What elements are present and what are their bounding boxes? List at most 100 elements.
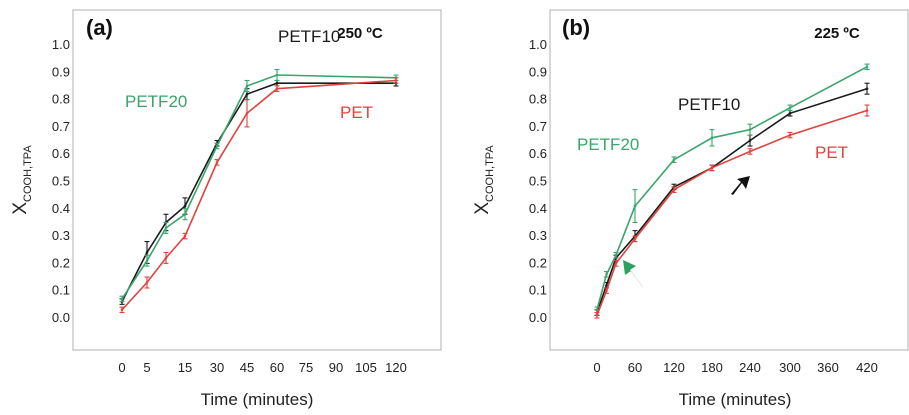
x-tick-label: 45 (240, 360, 254, 375)
y-tick-label: 0.9 (52, 64, 70, 79)
data-point (710, 136, 714, 140)
data-point (865, 109, 869, 112)
series-line (121, 79, 397, 311)
data-point (788, 133, 792, 137)
data-point (865, 65, 869, 69)
y-tick-label: 0.8 (52, 92, 70, 107)
data-point (120, 308, 124, 312)
data-point (788, 111, 792, 115)
y-axis-title: XCOOH,TPA (472, 145, 496, 215)
y-tick-label: 0.6 (52, 146, 70, 161)
data-point (164, 256, 168, 260)
y-axis-title-main: X (472, 202, 493, 215)
data-point (605, 289, 608, 293)
series-label-petf20: PETF20 (577, 135, 639, 154)
x-tick-label: 240 (739, 360, 761, 375)
plot-frame (72, 9, 442, 351)
data-point (710, 166, 714, 170)
y-tick-label: 0.1 (529, 283, 547, 298)
data-point (164, 226, 168, 230)
y-tick-label: 0.5 (529, 174, 547, 189)
series-petf10 (594, 82, 870, 316)
x-tick-label: 360 (817, 360, 839, 375)
series-line (596, 87, 868, 313)
data-point (595, 313, 599, 317)
temperature-label: 250 ºC (337, 25, 383, 42)
series-pet (119, 77, 399, 314)
x-tick-label: 180 (701, 360, 723, 375)
data-point (605, 273, 608, 276)
temperature-label: 225 ºC (814, 25, 860, 42)
y-tick-label: 0.0 (52, 310, 70, 325)
x-tick-label: 420 (856, 360, 878, 375)
x-tick-label: 120 (663, 360, 685, 375)
y-tick-label: 0.6 (529, 146, 547, 161)
y-tick-label: 0.7 (52, 119, 70, 134)
data-point (145, 281, 149, 284)
y-tick-label: 0.3 (52, 228, 70, 243)
data-point (183, 212, 187, 216)
y-tick-label: 0.2 (529, 255, 547, 270)
x-tick-label: 5 (143, 360, 150, 375)
y-tick-label: 0.2 (52, 255, 70, 270)
x-tick-label: 300 (779, 360, 801, 375)
y-axis-title-main: X (10, 202, 31, 215)
series-line (121, 74, 397, 300)
data-point (748, 128, 752, 131)
data-point (595, 308, 599, 312)
data-point (245, 84, 249, 88)
series-label-petf10: PETF10 (278, 27, 340, 46)
y-tick-label: 0.3 (529, 228, 547, 243)
data-point (633, 204, 637, 208)
x-tick-label: 90 (329, 360, 343, 375)
y-tick-label: 1.0 (52, 37, 70, 52)
series-label-petf20: PETF20 (125, 92, 187, 111)
x-tick-label: 60 (628, 360, 642, 375)
x-tick-label: 0 (118, 360, 125, 375)
black-arrow-icon (731, 176, 750, 195)
data-point (245, 111, 249, 115)
data-point (215, 144, 219, 148)
data-point (605, 283, 608, 287)
data-point (145, 251, 149, 254)
series-line (121, 82, 396, 302)
data-point (183, 234, 187, 238)
series-label-pet: PET (815, 143, 848, 162)
green-arrow-icon (623, 260, 643, 287)
y-tick-label: 0.1 (52, 283, 70, 298)
y-axis-title: XCOOH,TPA (10, 145, 34, 215)
x-tick-label: 105 (355, 360, 377, 375)
data-point (183, 204, 187, 208)
series-pet (594, 104, 870, 319)
data-point (275, 87, 279, 90)
y-tick-label: 0.4 (52, 201, 70, 216)
x-tick-label: 15 (178, 360, 192, 375)
data-point (245, 92, 249, 96)
y-tick-label: 0.7 (529, 119, 547, 134)
x-tick-label: 30 (210, 360, 224, 375)
x-axis-title: Time (minutes) (201, 390, 314, 409)
panel-label: (b) (562, 15, 590, 40)
data-point (614, 253, 618, 257)
series-label-pet: PET (340, 103, 373, 122)
y-tick-label: 0.9 (529, 64, 547, 79)
series-label-petf10: PETF10 (678, 95, 740, 114)
chart-panel-b: 0.0 0.1 0.2 0.3 0.4 0.5 0.6 0.7 0.8 0.9 1.0 0 60 120 1… (472, 9, 909, 409)
data-point (120, 297, 124, 301)
x-tick-label: 120 (385, 360, 407, 375)
data-point (614, 262, 618, 265)
x-tick-label: 60 (270, 360, 284, 375)
data-point (672, 188, 676, 191)
data-point (275, 81, 279, 85)
x-axis-title: Time (minutes) (679, 390, 792, 409)
data-point (215, 161, 219, 164)
y-tick-label: 0.4 (529, 201, 547, 216)
data-point (275, 73, 279, 77)
panel-label: (a) (86, 15, 113, 40)
plot-frame (549, 9, 909, 351)
data-point (748, 150, 752, 153)
data-point (672, 158, 676, 161)
data-point (788, 106, 792, 110)
y-axis-title-subscript: COOH,TPA (22, 145, 34, 202)
y-tick-label: 0.5 (52, 174, 70, 189)
